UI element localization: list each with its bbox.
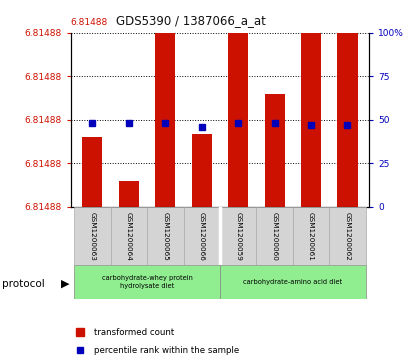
Bar (220, 265, 366, 299)
Bar (74, 207, 111, 265)
Bar (119, 181, 139, 207)
Bar (228, 33, 248, 207)
Bar (155, 33, 175, 207)
Bar (337, 33, 357, 207)
Text: GSM1200062: GSM1200062 (344, 212, 351, 260)
Text: GDS5390 / 1387066_a_at: GDS5390 / 1387066_a_at (116, 14, 266, 27)
Text: GSM1200065: GSM1200065 (162, 212, 168, 260)
Text: GSM1200064: GSM1200064 (126, 212, 132, 260)
Text: carbohydrate-whey protein
hydrolysate diet: carbohydrate-whey protein hydrolysate di… (102, 275, 193, 289)
Bar (301, 33, 321, 207)
Text: ▶: ▶ (61, 279, 70, 289)
Bar (329, 207, 366, 265)
Bar (74, 265, 220, 299)
Text: protocol: protocol (2, 279, 45, 289)
Text: percentile rank within the sample: percentile rank within the sample (95, 346, 240, 355)
Text: GSM1200059: GSM1200059 (235, 212, 241, 260)
Text: GSM1200066: GSM1200066 (199, 212, 205, 260)
Bar (220, 207, 256, 265)
Text: carbohydrate-amino acid diet: carbohydrate-amino acid diet (243, 279, 342, 285)
Bar (147, 207, 183, 265)
Text: transformed count: transformed count (95, 328, 175, 337)
Bar (192, 134, 212, 207)
Text: GSM1200061: GSM1200061 (308, 212, 314, 260)
Text: GSM1200063: GSM1200063 (89, 212, 95, 260)
Bar (293, 207, 329, 265)
Text: GSM1200060: GSM1200060 (271, 212, 278, 260)
Text: 6.81488: 6.81488 (71, 18, 108, 27)
Bar (265, 94, 285, 207)
Bar (256, 207, 293, 265)
Bar (83, 137, 103, 207)
Bar (111, 207, 147, 265)
Bar (183, 207, 220, 265)
